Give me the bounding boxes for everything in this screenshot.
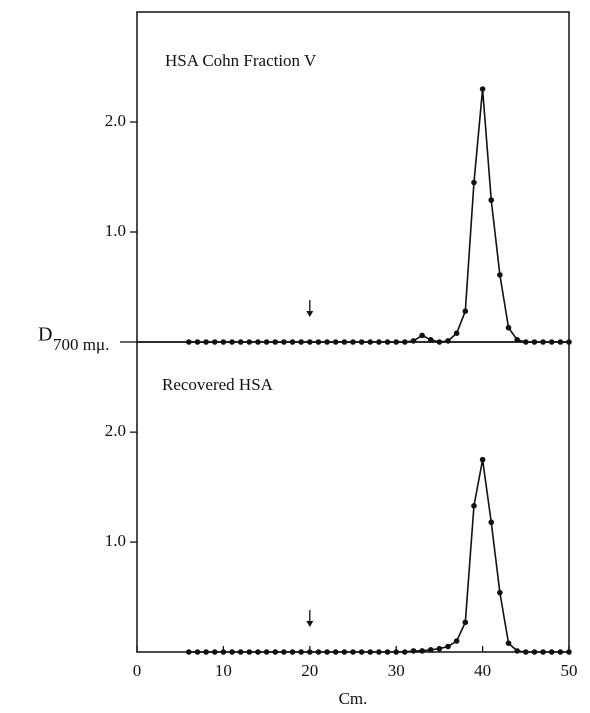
data-point xyxy=(289,649,296,655)
x-tick-label: 30 xyxy=(388,661,405,680)
data-point xyxy=(393,649,400,655)
x-tick-label: 40 xyxy=(474,661,491,680)
data-point xyxy=(324,649,330,655)
data-point xyxy=(471,179,477,186)
x-tick-label: 0 xyxy=(133,661,142,680)
data-point xyxy=(410,648,417,654)
y-tick-label: 2.0 xyxy=(105,421,126,440)
data-point xyxy=(376,649,382,655)
data-point xyxy=(453,638,460,644)
x-tick-label: 10 xyxy=(215,661,232,680)
data-point xyxy=(186,649,192,655)
data-point xyxy=(445,643,451,650)
data-point xyxy=(220,649,227,655)
data-point xyxy=(419,648,425,654)
data-point xyxy=(281,649,287,655)
data-point xyxy=(350,649,356,655)
data-point xyxy=(488,197,495,203)
data-point xyxy=(367,649,374,655)
data-point xyxy=(479,86,486,92)
data-point xyxy=(514,337,520,343)
data-point xyxy=(505,640,512,647)
data-point xyxy=(497,589,503,596)
data-point xyxy=(453,330,460,337)
y-tick-label: 1.0 xyxy=(105,531,126,550)
data-point xyxy=(427,647,434,653)
y-axis-label: D xyxy=(38,324,52,346)
data-point xyxy=(566,649,572,655)
data-point xyxy=(246,649,253,655)
data-point xyxy=(307,649,313,655)
data-point xyxy=(194,649,201,655)
data-point xyxy=(298,649,304,655)
x-tick-label: 20 xyxy=(301,661,318,680)
arrow-head xyxy=(306,621,314,627)
data-point xyxy=(471,502,477,509)
data-point xyxy=(402,649,408,655)
data-point xyxy=(384,649,391,655)
data-point xyxy=(514,648,520,654)
data-point xyxy=(272,649,279,655)
y-axis-label-sub: 700 mμ. xyxy=(53,335,109,354)
arrow-head xyxy=(306,311,314,317)
data-point xyxy=(488,519,495,526)
x-tick-label: 50 xyxy=(561,661,578,680)
data-point xyxy=(358,649,365,655)
data-point xyxy=(531,649,538,655)
data-point xyxy=(523,649,529,655)
panel-title: HSA Cohn Fraction V xyxy=(165,51,317,70)
data-point xyxy=(410,338,417,344)
y-tick-label: 2.0 xyxy=(105,111,126,130)
data-point xyxy=(462,619,469,626)
data-point xyxy=(540,649,546,655)
data-point xyxy=(263,649,270,655)
data-point xyxy=(479,456,486,463)
data-point xyxy=(436,645,443,652)
data-point xyxy=(557,649,564,655)
data-point xyxy=(229,649,235,655)
data-point xyxy=(203,649,209,655)
data-point xyxy=(462,308,469,315)
data-point xyxy=(332,649,339,655)
data-point xyxy=(445,338,451,344)
data-point xyxy=(505,324,512,331)
panel-title: Recovered HSA xyxy=(162,375,274,394)
data-point xyxy=(427,337,434,343)
data-point xyxy=(497,272,503,278)
data-point xyxy=(255,649,261,655)
data-point xyxy=(341,649,348,655)
data-point xyxy=(237,649,244,655)
data-line xyxy=(188,459,569,653)
data-point xyxy=(315,649,322,655)
data-point xyxy=(211,649,218,655)
x-axis-label: Cm. xyxy=(339,689,368,708)
data-line xyxy=(188,88,569,343)
data-point xyxy=(548,649,555,655)
data-point xyxy=(419,332,425,339)
y-tick-label: 1.0 xyxy=(105,221,126,240)
